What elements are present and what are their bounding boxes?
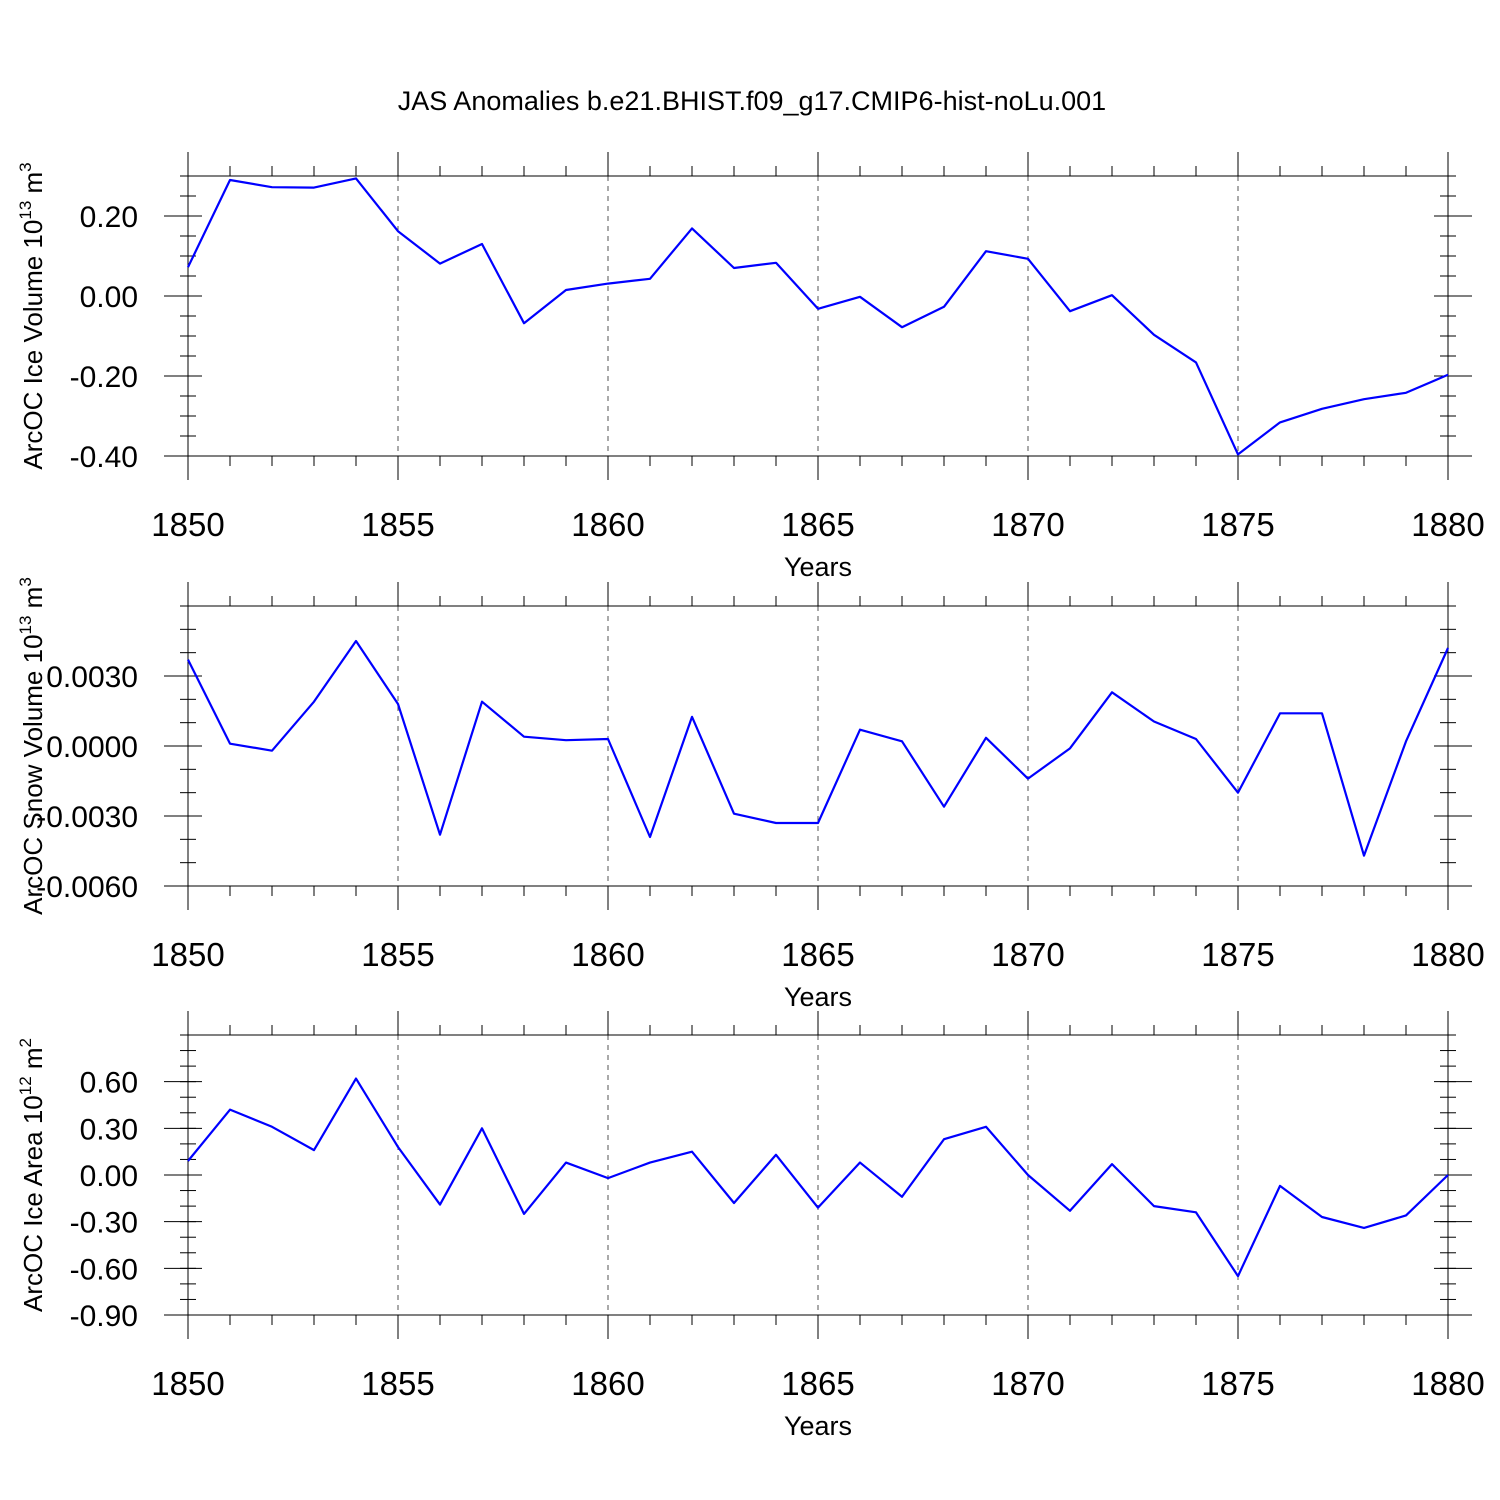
y-tick-label: 0.60 xyxy=(80,1067,138,1100)
x-tick-label: 1880 xyxy=(1411,506,1484,543)
y-axis-label-unit-exponent: 3 xyxy=(16,162,35,171)
y-tick-label: 0.30 xyxy=(80,1113,138,1146)
y-axis-label: ArcOC Ice Volume 1013 m3 xyxy=(16,162,48,469)
y-tick-label: -0.90 xyxy=(70,1300,138,1333)
y-axis-label-unit-exponent: 3 xyxy=(16,577,35,586)
x-tick-label: 1860 xyxy=(571,936,644,973)
x-tick-label: 1875 xyxy=(1201,506,1274,543)
series-line xyxy=(187,177,1449,456)
x-tick-label: 1865 xyxy=(781,506,854,543)
y-axis-label-exponent: 12 xyxy=(16,1076,35,1095)
y-tick-label: -0.0060 xyxy=(36,871,138,904)
panel-2: -0.0060 -0.0030 0.0000 0.0030 1850 1855 1860 18… xyxy=(16,577,1485,1012)
y-tick-label: -0.40 xyxy=(70,441,138,474)
y-tick-label: 0.00 xyxy=(80,1160,138,1193)
y-axis-label: ArcOC Ice Area 1012 m2 xyxy=(16,1038,48,1312)
x-tick-label: 1870 xyxy=(991,936,1064,973)
y-axis-label: ArcOC Snow Volume 1013 m3 xyxy=(16,577,48,915)
x-axis-label: Years xyxy=(784,552,852,582)
x-axis-label: Years xyxy=(784,982,852,1012)
series-line xyxy=(187,639,1450,857)
panel-1: -0.40 -0.20 0.00 0.20 1850 1855 1860 1865 1870 18… xyxy=(16,152,1485,582)
y-tick-label: 0.0000 xyxy=(46,731,138,764)
x-tick-label: 1875 xyxy=(1201,1365,1274,1402)
y-tick-label: -0.30 xyxy=(70,1207,138,1240)
x-tick-label: 1865 xyxy=(781,936,854,973)
y-axis-label-exponent: 13 xyxy=(16,616,35,635)
x-tick-label: 1850 xyxy=(151,506,224,543)
y-tick-label: -0.20 xyxy=(70,361,138,394)
panel-3: -0.90 -0.60 -0.30 0.00 0.30 0.60 1850 1855 1860 1… xyxy=(16,1011,1485,1441)
x-axis-label: Years xyxy=(784,1411,852,1441)
chart-title: JAS Anomalies b.e21.BHIST.f09_g17.CMIP6-… xyxy=(398,86,1106,116)
y-axis-label-unit: m xyxy=(18,172,48,201)
y-axis-label-main: ArcOC Snow Volume 10 xyxy=(18,634,48,914)
x-tick-label: 1865 xyxy=(781,1365,854,1402)
x-tick-label: 1860 xyxy=(571,1365,644,1402)
y-axis-label-unit: m xyxy=(18,587,48,616)
y-tick-label: 0.20 xyxy=(80,201,138,234)
x-tick-label: 1875 xyxy=(1201,936,1274,973)
y-tick-label: -0.60 xyxy=(70,1253,138,1286)
series-line xyxy=(187,1077,1449,1278)
panels: -0.40 -0.20 0.00 0.20 1850 1855 1860 1865 1870 18… xyxy=(16,152,1485,1441)
x-tick-label: 1870 xyxy=(991,506,1064,543)
x-tick-label: 1855 xyxy=(361,1365,434,1402)
x-tick-label: 1850 xyxy=(151,936,224,973)
y-axis-label-main: ArcOC Ice Area 10 xyxy=(18,1095,48,1312)
x-tick-label: 1855 xyxy=(361,506,434,543)
y-axis-label-exponent: 13 xyxy=(16,201,35,220)
x-tick-label: 1880 xyxy=(1411,936,1484,973)
y-axis-label-unit-exponent: 2 xyxy=(16,1038,35,1047)
y-axis-label-unit: m xyxy=(18,1047,48,1076)
y-tick-label: 0.0030 xyxy=(46,661,138,694)
x-tick-label: 1880 xyxy=(1411,1365,1484,1402)
y-axis-label-main: ArcOC Ice Volume 10 xyxy=(18,220,48,470)
y-tick-label: 0.00 xyxy=(80,281,138,314)
x-tick-label: 1860 xyxy=(571,506,644,543)
y-tick-label: -0.0030 xyxy=(36,801,138,834)
x-tick-label: 1855 xyxy=(361,936,434,973)
x-tick-label: 1870 xyxy=(991,1365,1064,1402)
x-tick-label: 1850 xyxy=(151,1365,224,1402)
